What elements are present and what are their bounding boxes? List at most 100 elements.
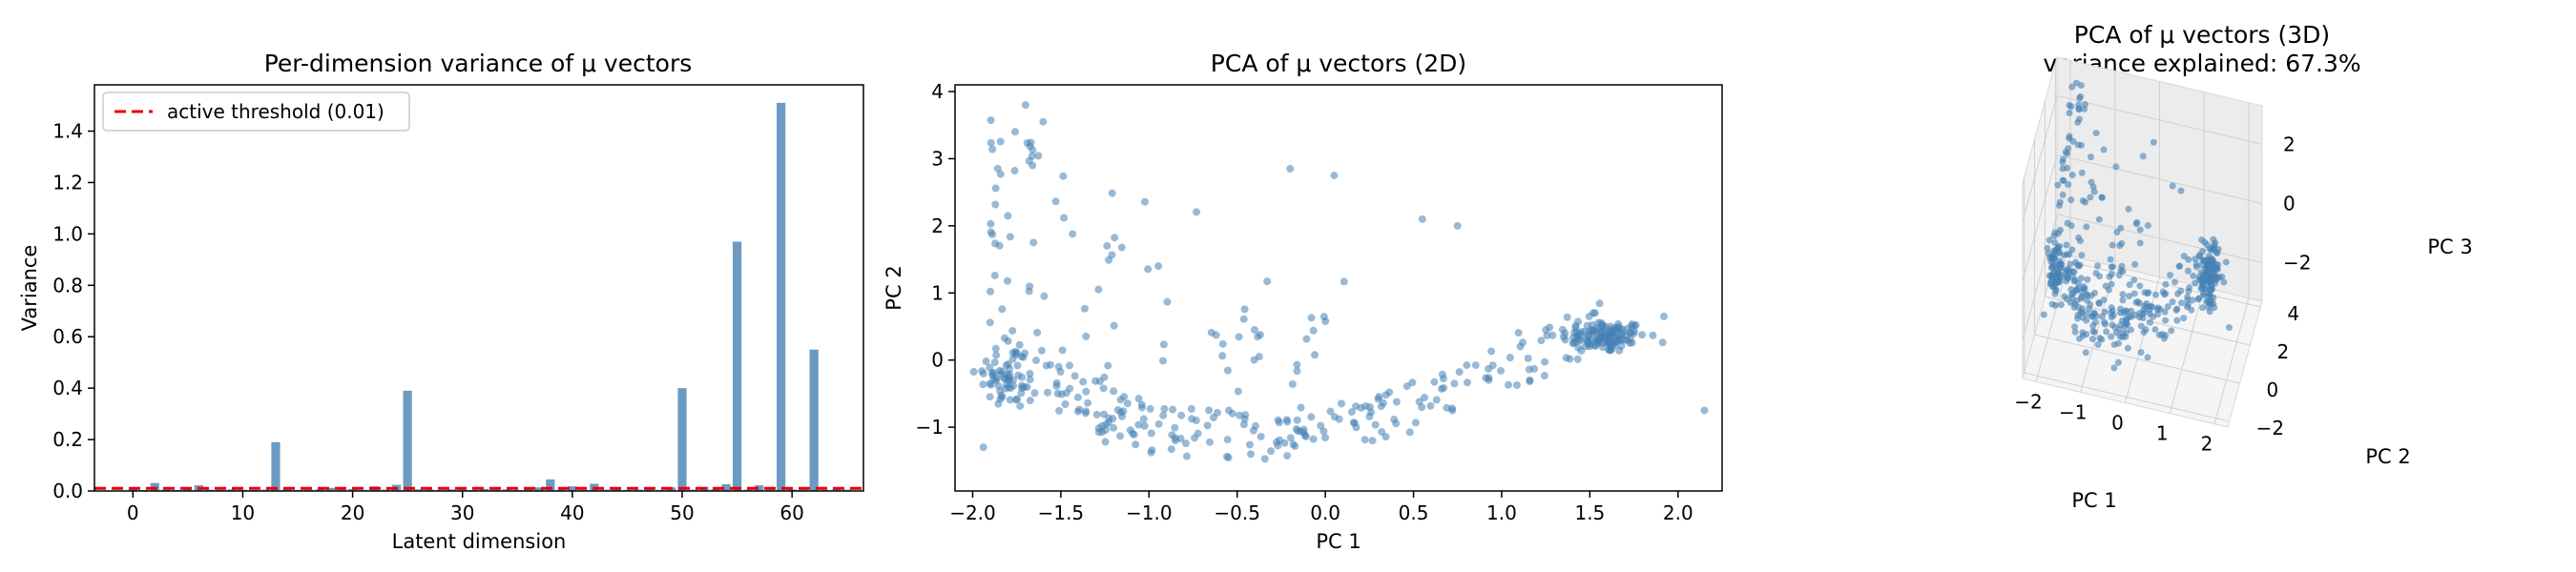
data-point bbox=[2064, 219, 2071, 227]
data-point bbox=[2057, 264, 2065, 272]
pca-3d-scatter: PCA of μ vectors (3D) variance explained… bbox=[2014, 21, 2472, 512]
bar bbox=[677, 388, 687, 491]
data-point bbox=[1181, 439, 1190, 448]
data-point bbox=[1163, 297, 1172, 306]
data-point bbox=[2095, 215, 2103, 223]
data-point bbox=[1094, 285, 1103, 294]
data-point bbox=[1116, 432, 1125, 440]
data-point bbox=[1562, 354, 1570, 362]
data-point bbox=[1537, 337, 1546, 345]
data-point bbox=[1561, 336, 1569, 344]
data-point bbox=[1032, 357, 1041, 365]
data-point bbox=[1006, 396, 1014, 404]
data-point bbox=[2126, 293, 2133, 300]
y-tick-label: 4 bbox=[931, 80, 944, 103]
data-point bbox=[1317, 421, 1325, 430]
data-point bbox=[1055, 406, 1064, 415]
data-point bbox=[2178, 299, 2186, 307]
data-point bbox=[1010, 167, 1019, 175]
data-point bbox=[992, 351, 1001, 359]
data-point bbox=[986, 393, 994, 401]
data-point bbox=[1249, 426, 1257, 435]
data-point bbox=[1110, 423, 1118, 432]
data-point bbox=[1257, 432, 1265, 440]
bar bbox=[325, 487, 336, 491]
bar bbox=[710, 489, 720, 491]
data-point bbox=[2050, 255, 2058, 263]
data-point bbox=[1019, 353, 1028, 361]
data-point bbox=[2075, 234, 2083, 241]
x-tick-label: −1.5 bbox=[1038, 501, 1085, 524]
data-point bbox=[2161, 291, 2169, 298]
data-point bbox=[1053, 389, 1062, 398]
data-point bbox=[1193, 208, 1201, 216]
data-point bbox=[2173, 305, 2181, 313]
data-point bbox=[990, 358, 999, 367]
data-point bbox=[982, 358, 990, 366]
data-point bbox=[2050, 280, 2058, 288]
data-point bbox=[1108, 189, 1116, 197]
bar bbox=[480, 488, 489, 491]
data-point bbox=[979, 380, 987, 389]
data-point bbox=[991, 377, 1000, 385]
data-point bbox=[2175, 262, 2183, 270]
data-point bbox=[2062, 149, 2069, 156]
y-tick-label: 4 bbox=[2287, 302, 2299, 325]
data-point bbox=[1101, 438, 1110, 446]
x-tick-label: 0 bbox=[2111, 412, 2124, 435]
data-point bbox=[2098, 194, 2106, 201]
data-point bbox=[2118, 262, 2126, 270]
data-point bbox=[1349, 419, 1358, 427]
data-point bbox=[2203, 269, 2211, 276]
data-point bbox=[2054, 181, 2062, 189]
data-point bbox=[1260, 455, 1269, 463]
data-point bbox=[2087, 300, 2094, 308]
data-point bbox=[1504, 380, 1512, 389]
data-point bbox=[2162, 317, 2170, 324]
y-tick-label: 2 bbox=[931, 214, 944, 237]
data-point bbox=[998, 305, 1007, 314]
data-point bbox=[2055, 202, 2063, 210]
legend: active threshold (0.01) bbox=[102, 92, 410, 132]
data-point bbox=[2116, 242, 2124, 250]
data-point bbox=[2147, 318, 2154, 326]
data-point bbox=[1631, 321, 1639, 330]
data-point bbox=[2184, 296, 2192, 304]
data-point bbox=[2211, 241, 2218, 249]
data-point bbox=[1293, 360, 1301, 369]
y-tick-label: 3 bbox=[931, 147, 944, 170]
data-point bbox=[1392, 398, 1401, 406]
y-tick-label: 1.4 bbox=[52, 120, 83, 143]
data-point bbox=[2153, 306, 2161, 314]
data-point bbox=[1080, 304, 1089, 313]
data-point bbox=[2077, 82, 2085, 90]
data-point bbox=[1385, 388, 1394, 397]
data-point bbox=[2075, 279, 2083, 287]
data-point bbox=[2100, 146, 2108, 153]
data-point bbox=[1040, 292, 1049, 300]
data-point bbox=[988, 145, 997, 153]
data-point bbox=[1147, 429, 1155, 438]
data-point bbox=[1144, 265, 1153, 274]
data-point bbox=[1013, 361, 1022, 370]
data-point bbox=[1288, 379, 1297, 388]
data-point bbox=[1453, 221, 1462, 230]
data-point bbox=[2116, 333, 2124, 340]
data-point bbox=[2108, 271, 2115, 278]
data-point bbox=[2068, 172, 2076, 179]
data-point bbox=[2067, 260, 2074, 268]
data-point bbox=[2044, 244, 2051, 252]
x-tick-label: −2.0 bbox=[949, 501, 996, 524]
z-tick-label: −2 bbox=[2283, 252, 2311, 275]
bar bbox=[447, 489, 456, 491]
data-point bbox=[2167, 272, 2174, 279]
data-point bbox=[2075, 335, 2083, 342]
legend-label: active threshold (0.01) bbox=[167, 100, 384, 123]
data-point bbox=[2210, 294, 2217, 301]
data-point bbox=[1091, 377, 1100, 385]
data-point bbox=[1591, 341, 1600, 350]
data-point bbox=[2211, 279, 2218, 287]
grid-line bbox=[2056, 214, 2263, 264]
data-point bbox=[2169, 298, 2176, 306]
data-point bbox=[2067, 196, 2075, 204]
